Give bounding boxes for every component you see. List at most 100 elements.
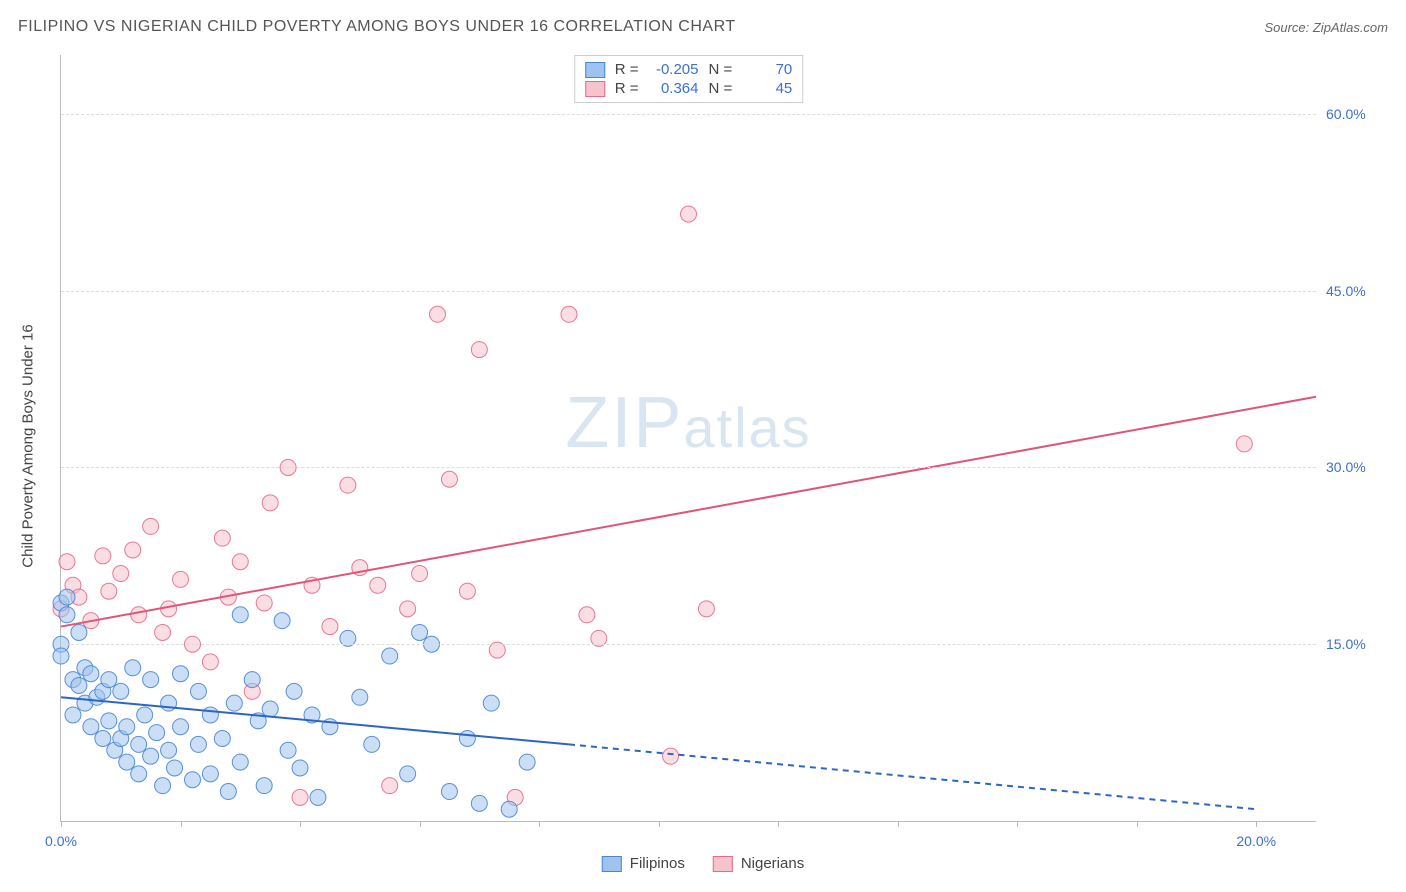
- swatch-nigerians: [585, 81, 605, 97]
- scatter-point: [352, 689, 368, 705]
- scatter-point: [95, 548, 111, 564]
- legend-label-nigerians: Nigerians: [741, 855, 804, 872]
- title-bar: FILIPINO VS NIGERIAN CHILD POVERTY AMONG…: [18, 18, 1388, 36]
- x-tick: [898, 821, 899, 827]
- x-tick: [300, 821, 301, 827]
- x-tick-label: 20.0%: [1236, 833, 1276, 849]
- scatter-point: [143, 518, 159, 534]
- scatter-point: [83, 666, 99, 682]
- scatter-point: [65, 707, 81, 723]
- source-label: Source:: [1264, 20, 1312, 35]
- scatter-point: [663, 748, 679, 764]
- scatter-point: [101, 713, 117, 729]
- scatter-point: [322, 619, 338, 635]
- scatter-point: [310, 789, 326, 805]
- scatter-point: [113, 566, 129, 582]
- scatter-point: [202, 654, 218, 670]
- y-tick-label: 15.0%: [1326, 636, 1386, 652]
- y-axis-label: Child Poverty Among Boys Under 16: [20, 324, 37, 567]
- scatter-point: [173, 666, 189, 682]
- scatter-point: [471, 795, 487, 811]
- correlation-row-nigerians: R = 0.364 N = 45: [585, 79, 793, 98]
- scatter-point: [167, 760, 183, 776]
- x-tick: [61, 821, 62, 827]
- n-label: N =: [709, 80, 733, 97]
- scatter-point: [184, 772, 200, 788]
- scatter-point: [155, 624, 171, 640]
- scatter-point: [441, 471, 457, 487]
- scatter-point: [286, 683, 302, 699]
- source-attribution: Source: ZipAtlas.com: [1264, 20, 1388, 35]
- scatter-point: [125, 660, 141, 676]
- scatter-point: [95, 731, 111, 747]
- legend-item-nigerians: Nigerians: [713, 855, 804, 872]
- scatter-point: [190, 736, 206, 752]
- scatter-point: [274, 613, 290, 629]
- legend-label-filipinos: Filipinos: [630, 855, 685, 872]
- scatter-point: [292, 789, 308, 805]
- scatter-point: [113, 683, 129, 699]
- scatter-point: [400, 766, 416, 782]
- scatter-point: [400, 601, 416, 617]
- x-tick: [1256, 821, 1257, 827]
- gridline: [61, 644, 1316, 645]
- scatter-point: [430, 306, 446, 322]
- gridline: [61, 467, 1316, 468]
- scatter-point: [501, 801, 517, 817]
- scatter-point: [137, 707, 153, 723]
- legend-item-filipinos: Filipinos: [602, 855, 685, 872]
- scatter-point: [382, 648, 398, 664]
- scatter-point: [220, 784, 236, 800]
- scatter-point: [119, 719, 135, 735]
- y-tick-label: 30.0%: [1326, 459, 1386, 475]
- trend-line-nigerians: [61, 397, 1316, 627]
- x-tick: [1017, 821, 1018, 827]
- r-label: R =: [615, 61, 639, 78]
- scatter-point: [256, 778, 272, 794]
- swatch-filipinos: [585, 62, 605, 78]
- scatter-point: [256, 595, 272, 611]
- scatter-point: [471, 342, 487, 358]
- r-value-filipinos: -0.205: [649, 61, 699, 78]
- scatter-point: [125, 542, 141, 558]
- scatter-point: [214, 731, 230, 747]
- n-label: N =: [709, 61, 733, 78]
- y-tick-label: 60.0%: [1326, 106, 1386, 122]
- scatter-point: [155, 778, 171, 794]
- scatter-point: [232, 554, 248, 570]
- scatter-point: [190, 683, 206, 699]
- scatter-point: [53, 648, 69, 664]
- gridline: [61, 291, 1316, 292]
- scatter-point: [83, 719, 99, 735]
- x-tick: [539, 821, 540, 827]
- scatter-point: [412, 624, 428, 640]
- x-tick: [1137, 821, 1138, 827]
- scatter-point: [441, 784, 457, 800]
- scatter-point: [119, 754, 135, 770]
- scatter-point: [202, 707, 218, 723]
- r-value-nigerians: 0.364: [649, 80, 699, 97]
- scatter-point: [1236, 436, 1252, 452]
- scatter-point: [143, 748, 159, 764]
- scatter-point: [370, 577, 386, 593]
- swatch-filipinos: [602, 856, 622, 872]
- scatter-point: [382, 778, 398, 794]
- scatter-point: [412, 566, 428, 582]
- scatter-point: [71, 677, 87, 693]
- correlation-legend: R = -0.205 N = 70 R = 0.364 N = 45: [574, 55, 804, 103]
- scatter-point: [101, 672, 117, 688]
- scatter-point: [59, 589, 75, 605]
- y-tick-label: 45.0%: [1326, 283, 1386, 299]
- scatter-point: [459, 731, 475, 747]
- scatter-point: [173, 719, 189, 735]
- x-tick: [778, 821, 779, 827]
- series-legend: Filipinos Nigerians: [602, 855, 804, 872]
- scatter-point: [202, 766, 218, 782]
- scatter-point: [101, 583, 117, 599]
- scatter-point: [561, 306, 577, 322]
- scatter-point: [579, 607, 595, 623]
- scatter-point: [232, 607, 248, 623]
- x-tick-label: 0.0%: [45, 833, 77, 849]
- scatter-point: [698, 601, 714, 617]
- swatch-nigerians: [713, 856, 733, 872]
